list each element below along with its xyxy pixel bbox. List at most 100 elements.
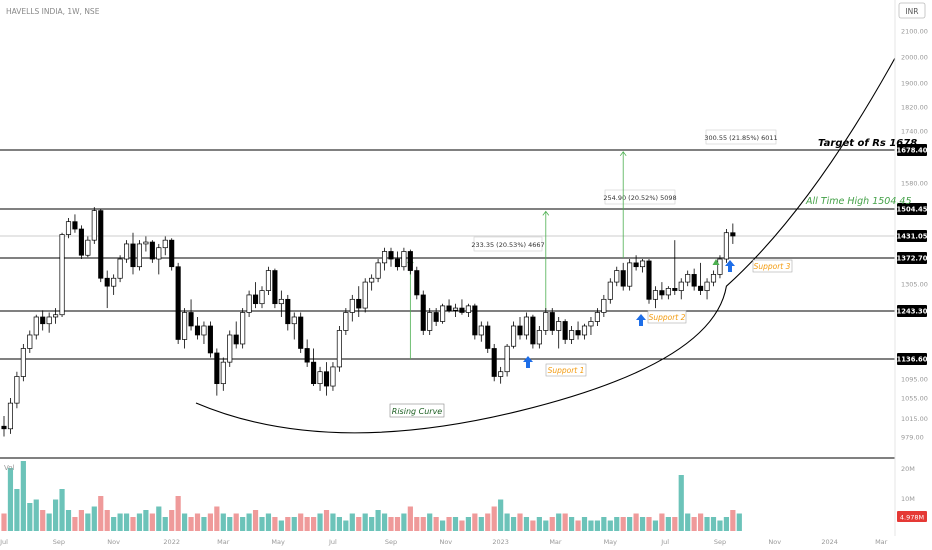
volume-bars (1, 461, 742, 531)
candle-body (691, 274, 697, 287)
candle-body (433, 312, 439, 322)
candle-body (369, 277, 375, 283)
candle-body (440, 305, 446, 322)
x-tick-label: Jul (0, 538, 8, 546)
volume-bar (285, 517, 291, 531)
price-badge-label: 1243.30 (897, 308, 928, 316)
candle-body (304, 348, 310, 363)
candle-body (46, 316, 52, 325)
volume-bar (188, 517, 194, 531)
candle-body (123, 243, 130, 260)
candles (1, 207, 736, 437)
volume-bar (381, 513, 388, 531)
candle-body (710, 274, 717, 283)
volume-bar (59, 489, 65, 531)
candle-body (65, 221, 72, 235)
volume-bar (246, 513, 252, 531)
candle-body (149, 241, 155, 260)
volume-bar (614, 517, 620, 531)
candle-body (356, 298, 362, 309)
x-tick-label: Mar (875, 538, 888, 546)
candle-body (588, 321, 594, 327)
support-2-box: Support 2 (647, 310, 687, 324)
volume-bar (65, 510, 72, 531)
volume-bar (46, 513, 52, 531)
candle-body (672, 288, 678, 291)
candle-body (723, 232, 729, 260)
support-3-label: Support 3 (754, 262, 791, 271)
candle-body (401, 251, 407, 268)
candle-body (504, 345, 510, 373)
volume-bar (175, 496, 181, 531)
volume-bar (414, 517, 420, 531)
candle-body (730, 232, 736, 237)
volume-bar (569, 517, 575, 531)
candle-body (111, 277, 117, 287)
candle-body (214, 352, 220, 385)
volume-max-label: 20M (901, 465, 915, 473)
currency-button[interactable]: INR (898, 2, 926, 19)
candle-body (130, 243, 136, 268)
volume-bar (104, 510, 110, 531)
volume-bar (304, 517, 310, 531)
volume-bar (594, 520, 600, 531)
x-tick-label: Jul (660, 538, 669, 546)
arrow-up-icon (636, 314, 646, 326)
symbol-title: HAVELLS INDIA, 1W, NSE (6, 7, 100, 16)
candle-body (594, 312, 600, 322)
candle-body (233, 334, 239, 345)
x-tick-label: Mar (217, 538, 230, 546)
volume-bar (446, 517, 452, 531)
candle-body (620, 270, 626, 287)
candle-body (556, 321, 562, 331)
candle-body (169, 239, 175, 268)
volume-bar (723, 517, 729, 531)
x-tick-label: Nov (439, 538, 452, 546)
candle-body (543, 312, 549, 331)
candle-body (253, 294, 259, 305)
volume-bar (265, 513, 272, 531)
candle-body (659, 290, 665, 296)
volume-bar (233, 513, 239, 531)
measure-label-box (604, 189, 676, 205)
volume-bar (317, 513, 323, 531)
support-1-label: Support 1 (548, 366, 585, 375)
volume-current-label: 4.978M (900, 514, 924, 522)
x-tick-label: Sep (385, 538, 397, 546)
volume-bar (491, 506, 497, 531)
volume-bar (78, 510, 84, 531)
candle-body (40, 316, 46, 325)
volume-label: Vol (4, 464, 15, 472)
candle-body (382, 251, 388, 264)
volume-bar (162, 517, 168, 531)
volume-bar (459, 520, 465, 531)
candle-body (523, 316, 530, 336)
candle-body (394, 258, 401, 268)
x-tick-label: Sep (53, 538, 65, 546)
rising-curve-label: Rising Curve (392, 407, 443, 416)
volume-bar (440, 520, 446, 531)
volume-bar (375, 510, 381, 531)
candle-body (330, 366, 336, 387)
candle-body (704, 281, 710, 291)
y-tick-label: 1095.00 (901, 375, 928, 383)
x-tick-label: Nov (768, 538, 781, 546)
candle-body (272, 270, 278, 305)
candle-body (452, 307, 459, 311)
axes: 979.00 1015.00 1055.00 1095.00 1305.00 1580.0… (0, 28, 928, 547)
price-badge-label: 1504.45 (897, 206, 928, 214)
volume-bar (485, 513, 491, 531)
candle-body (265, 270, 272, 291)
volume-bar (207, 513, 213, 531)
y-tick-label: 1580.00 (901, 180, 928, 188)
y-tick-label: 1055.00 (901, 395, 928, 403)
candle-body (246, 294, 252, 313)
volume-bar (201, 517, 207, 531)
candle-body (162, 239, 168, 249)
volume-bar (530, 520, 536, 531)
candle-body (343, 312, 349, 331)
volume-bar (536, 517, 542, 531)
volume-bar (652, 520, 659, 531)
volume-bar (214, 506, 220, 531)
